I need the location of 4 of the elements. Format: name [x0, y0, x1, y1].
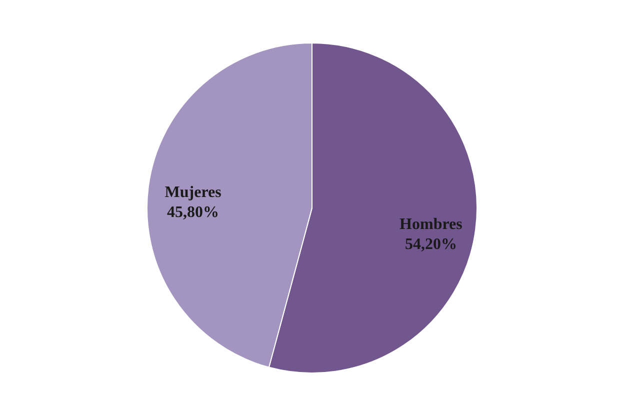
- slice-label: Hombres: [400, 216, 462, 233]
- slice-label: Mujeres: [164, 184, 222, 202]
- data-label: 54,20%: [404, 236, 457, 253]
- data-label: 45,80%: [167, 204, 220, 222]
